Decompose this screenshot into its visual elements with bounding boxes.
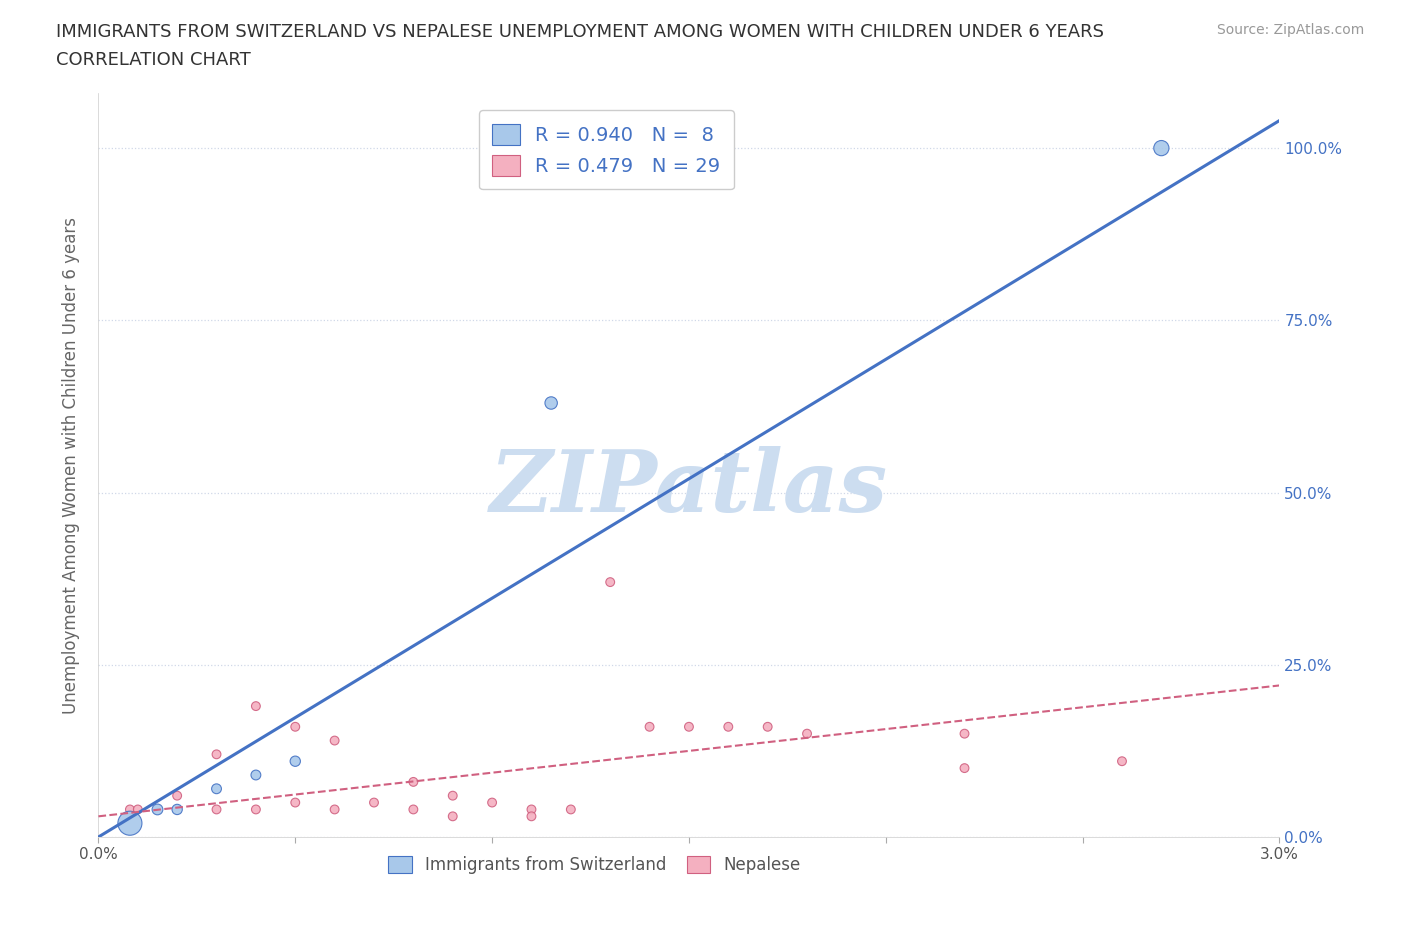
Point [717, 719, 740, 734]
Point [205, 781, 228, 796]
Point [245, 698, 267, 713]
Y-axis label: Unemployment Among Women with Children Under 6 years: Unemployment Among Women with Children U… [62, 217, 80, 713]
Text: ZIPatlas: ZIPatlas [489, 445, 889, 529]
Point [520, 802, 543, 817]
Point [520, 809, 543, 824]
Point [205, 747, 228, 762]
Point [323, 802, 346, 817]
Point [118, 802, 141, 817]
Point [756, 719, 779, 734]
Point [146, 802, 169, 817]
Point [284, 754, 307, 769]
Point [323, 733, 346, 748]
Legend: Immigrants from Switzerland, Nepalese: Immigrants from Switzerland, Nepalese [382, 849, 807, 881]
Point [166, 789, 188, 804]
Point [245, 802, 267, 817]
Point [481, 795, 503, 810]
Point [402, 802, 425, 817]
Point [953, 761, 976, 776]
Point [245, 767, 267, 782]
Text: CORRELATION CHART: CORRELATION CHART [56, 51, 252, 69]
Point [127, 802, 149, 817]
Point [363, 795, 385, 810]
Point [441, 789, 464, 804]
Point [166, 802, 188, 817]
Point [118, 816, 141, 830]
Text: IMMIGRANTS FROM SWITZERLAND VS NEPALESE UNEMPLOYMENT AMONG WOMEN WITH CHILDREN U: IMMIGRANTS FROM SWITZERLAND VS NEPALESE … [56, 23, 1104, 41]
Point [638, 719, 661, 734]
Point [284, 719, 307, 734]
Point [599, 575, 621, 590]
Point [441, 809, 464, 824]
Point [678, 719, 700, 734]
Point [560, 802, 582, 817]
Point [953, 726, 976, 741]
Point [284, 795, 307, 810]
Point [1111, 754, 1133, 769]
Point [205, 802, 228, 817]
Point [402, 775, 425, 790]
Point [1150, 140, 1173, 155]
Text: Source: ZipAtlas.com: Source: ZipAtlas.com [1216, 23, 1364, 37]
Point [540, 395, 562, 410]
Point [796, 726, 818, 741]
